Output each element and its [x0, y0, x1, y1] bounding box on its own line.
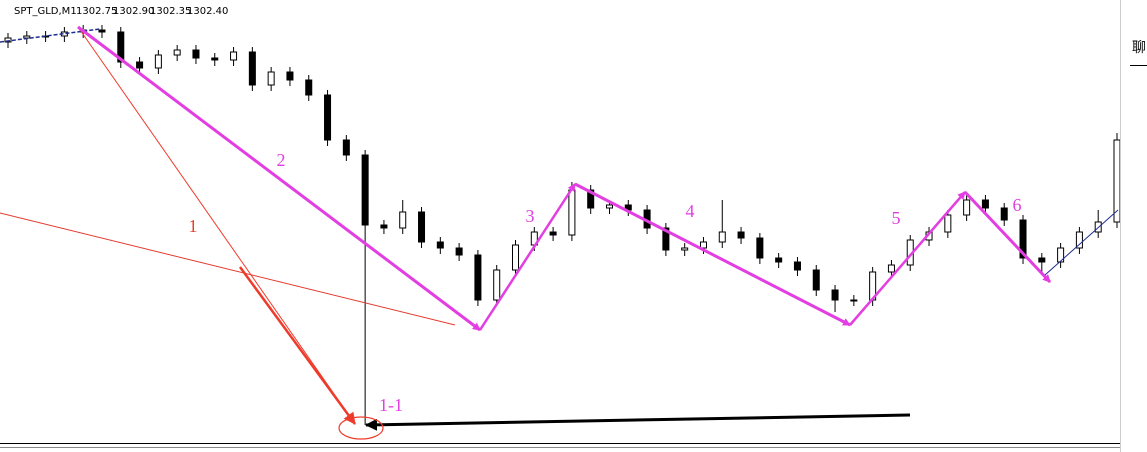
candle-body	[831, 289, 839, 301]
candle-body	[192, 49, 200, 59]
red-arrow	[238, 266, 357, 425]
candle-body	[361, 154, 369, 226]
candle-body	[944, 214, 952, 233]
candle-body	[887, 264, 895, 273]
wave-arrow	[574, 182, 851, 327]
candle-body	[699, 241, 707, 249]
quote: 1302.90	[113, 6, 154, 17]
wave-arrow	[963, 190, 1052, 284]
candle-body	[23, 35, 31, 39]
side-tab[interactable]: 聊	[1132, 40, 1146, 56]
annotation: 1	[189, 216, 198, 236]
circle-mark	[338, 416, 384, 440]
wave-arrow	[478, 183, 577, 331]
annotation: 2	[277, 150, 286, 170]
candle-body	[718, 231, 726, 243]
black-arrow	[365, 413, 911, 431]
candle-body	[812, 269, 820, 291]
candle-body	[324, 94, 332, 141]
candle-body	[775, 257, 783, 263]
trend-line	[1044, 209, 1119, 276]
annotation: 3	[526, 206, 535, 226]
candle-body	[493, 269, 501, 301]
symbol: SPT_GLD,M1	[14, 6, 77, 17]
quote: 1302.40	[187, 6, 228, 17]
annotation: 5	[892, 208, 901, 228]
candle-body	[756, 237, 764, 259]
candle-body	[117, 31, 125, 63]
candle-body	[154, 54, 162, 69]
candle-body	[793, 261, 801, 271]
candle-body	[587, 189, 595, 209]
candle-body	[4, 37, 12, 43]
candle-body	[512, 244, 520, 271]
annotation: 4	[686, 201, 695, 221]
candle-body	[1000, 207, 1008, 221]
candle-body	[380, 224, 388, 229]
candle-body	[211, 57, 219, 61]
candle-body	[418, 211, 426, 243]
candle-body	[737, 231, 745, 239]
candle-body	[1038, 257, 1046, 263]
candle-body	[436, 241, 444, 249]
annotation: 1-1	[379, 395, 403, 415]
candle-body	[662, 227, 670, 251]
red-line	[0, 212, 456, 326]
wave-arrow	[77, 25, 481, 332]
wave-arrow	[849, 191, 966, 326]
candles	[4, 25, 1121, 425]
candle-body	[305, 79, 313, 96]
candle-body	[605, 204, 613, 209]
candle-body	[1113, 139, 1121, 223]
candle-body	[286, 71, 294, 81]
candle-body	[474, 254, 482, 301]
side-panel	[1120, 0, 1147, 452]
candle-body	[455, 247, 463, 256]
candle-body	[1075, 231, 1083, 249]
candle-body	[963, 199, 971, 216]
candle-body	[1019, 219, 1027, 259]
annotation: 6	[1013, 195, 1022, 215]
plot-area	[0, 0, 1120, 443]
candle-body	[248, 51, 256, 86]
candle-body	[136, 61, 144, 69]
candle-body	[230, 51, 238, 61]
candle-body	[981, 199, 989, 209]
candle-body	[342, 139, 350, 156]
quote: 1302.75	[76, 6, 117, 17]
candle-body	[173, 49, 181, 56]
candle-body	[267, 71, 275, 86]
candle-body	[850, 299, 858, 302]
candle-body	[549, 231, 557, 236]
red-arrow-thin	[77, 26, 356, 425]
candle-body	[98, 29, 106, 33]
candle-body	[681, 247, 689, 251]
candle-body	[1057, 247, 1065, 263]
candle-body	[399, 211, 407, 229]
candle-body	[568, 189, 576, 236]
quote: 1302.35	[150, 6, 191, 17]
